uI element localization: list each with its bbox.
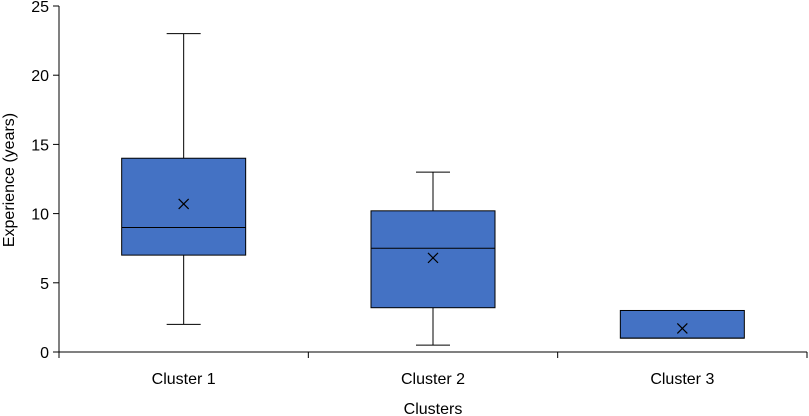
y-tick-label: 5 <box>40 276 49 293</box>
y-tick-label: 25 <box>31 0 49 16</box>
x-tick-label: Cluster 3 <box>650 371 714 388</box>
box <box>370 210 496 309</box>
mean-marker <box>427 252 439 264</box>
plot-area: 0 5 10 15 20 25 Cluster 1 Cluster 2 Cluster 3 <box>31 0 808 388</box>
mean-marker <box>676 323 688 334</box>
x-tick-label: Cluster 1 <box>152 371 216 388</box>
x-tick-label: Cluster 2 <box>401 371 465 388</box>
box <box>121 157 247 256</box>
x-axis-title: Clusters <box>404 401 463 416</box>
mean-marker <box>178 198 190 210</box>
y-axis-title: Experience (years) <box>1 113 18 247</box>
y-tick-label: 10 <box>31 207 49 224</box>
y-tick-label: 20 <box>31 68 49 85</box>
y-tick-label: 0 <box>40 345 49 362</box>
box <box>619 309 745 339</box>
y-tick-label: 15 <box>31 137 49 154</box>
